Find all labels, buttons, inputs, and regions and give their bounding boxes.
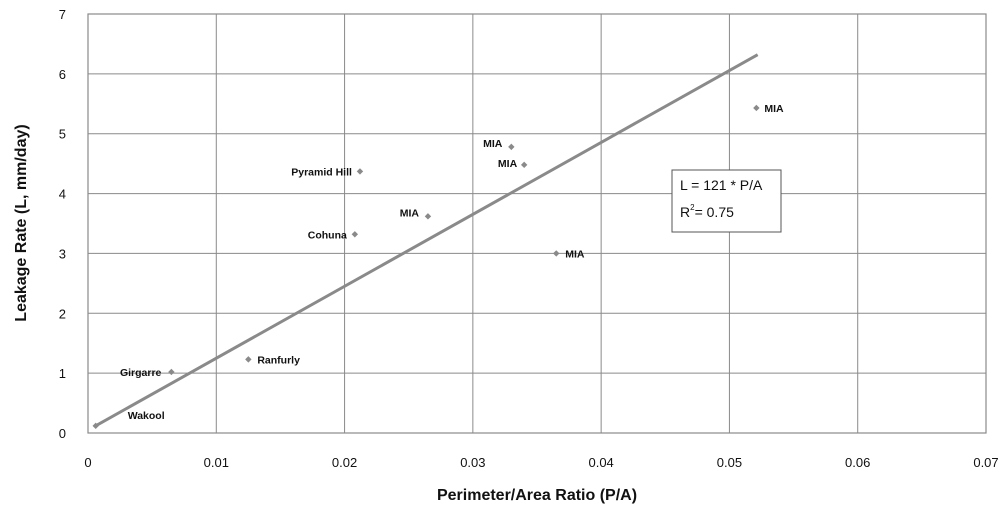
y-tick-label: 4	[59, 187, 66, 202]
trendline	[94, 53, 759, 428]
data-point	[351, 231, 359, 238]
data-point	[753, 104, 760, 112]
y-tick-label: 6	[59, 67, 66, 82]
r-squared-symbol: R	[680, 204, 690, 220]
x-tick-label: 0.02	[332, 455, 357, 470]
r-squared-line: R2= 0.75	[680, 203, 734, 220]
data-point	[92, 422, 99, 430]
x-tick-label: 0.06	[845, 455, 870, 470]
y-axis-title: Leakage Rate (L, mm/day)	[13, 124, 30, 321]
data-point	[356, 168, 364, 175]
r-squared-value: = 0.75	[695, 204, 735, 220]
data-point	[553, 250, 560, 257]
point-label: MIA	[498, 158, 518, 170]
x-axis-title: Perimeter/Area Ratio (P/A)	[437, 487, 637, 504]
r-squared-superscript: 2	[690, 203, 695, 212]
data-point	[520, 161, 528, 169]
point-label: Girgarre	[120, 367, 162, 379]
x-tick-label: 0.01	[204, 455, 229, 470]
point-label: MIA	[400, 207, 420, 219]
x-tick-label: 0.03	[460, 455, 485, 470]
point-label: Cohuna	[308, 229, 347, 241]
data-point	[424, 213, 432, 220]
equation-box: L = 121 * P/A R2= 0.75	[671, 169, 782, 233]
point-label: Ranfurly	[257, 354, 300, 366]
data-point	[508, 143, 515, 151]
data-points	[92, 104, 760, 430]
tick-labels: 0 0.01 0.02 0.03 0.04 0.05 0.06 0.07 0 1 2 3 4 5 6 7	[59, 7, 999, 470]
y-tick-label: 5	[59, 127, 66, 142]
equation-box-frame	[671, 169, 782, 233]
grid	[87, 13, 987, 434]
y-tick-label: 3	[59, 246, 66, 261]
data-point	[245, 356, 252, 363]
plot-frame	[87, 13, 987, 434]
point-label: MIA	[483, 138, 503, 150]
x-tick-label: 0.05	[717, 455, 742, 470]
point-labels: Wakool Girgarre Ranfurly Cohuna Pyramid Hill…	[120, 103, 784, 422]
point-label: Wakool	[128, 410, 165, 422]
point-label: MIA	[565, 248, 585, 260]
y-tick-label: 2	[59, 306, 66, 321]
data-point	[168, 368, 175, 376]
point-label: MIA	[764, 103, 784, 115]
y-tick-label: 1	[59, 366, 66, 381]
y-tick-label: 0	[59, 426, 66, 441]
y-tick-label: 7	[59, 7, 66, 22]
x-tick-label: 0.04	[588, 455, 613, 470]
point-label: Pyramid Hill	[291, 166, 352, 178]
equation-line: L = 121 * P/A	[680, 177, 763, 193]
x-tick-label: 0.07	[973, 455, 998, 470]
x-tick-label: 0	[84, 455, 91, 470]
